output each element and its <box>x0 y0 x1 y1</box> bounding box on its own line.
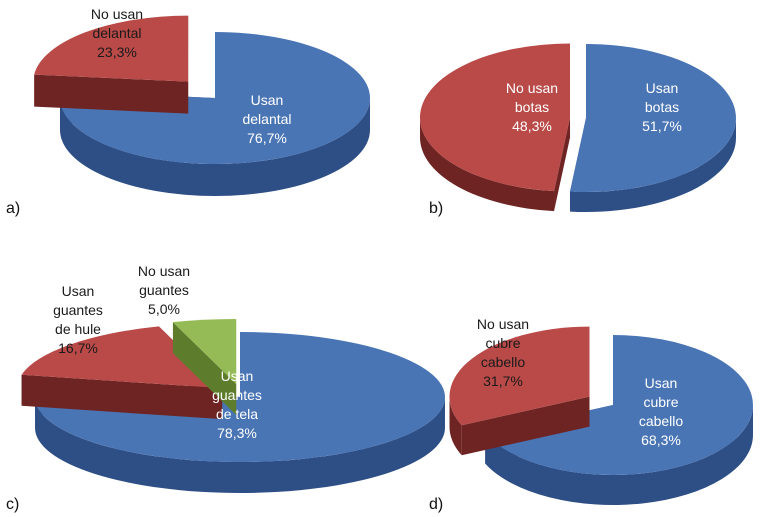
pie-chart-d: Usan cubre cabello 68,3% No usan cubre cabello… <box>449 316 753 506</box>
slice-label-line: de hule <box>55 321 101 337</box>
slice-label-line: de tela <box>216 406 258 422</box>
slice-label-line: No usan <box>506 80 558 96</box>
slice-label-line: delantal <box>242 111 291 127</box>
slice-label-1: No usan botas 48,3% <box>506 80 558 134</box>
slice-label-line: No usan <box>91 6 143 22</box>
slice-label-line: Usan <box>646 80 679 96</box>
pie-slice-1 <box>34 15 189 114</box>
slice-label-line: 51,7% <box>642 118 682 134</box>
slice-label-2: No usan guantes 5,0% <box>138 263 190 317</box>
slice-label-line: delantal <box>92 25 141 41</box>
pie-slice-wall <box>554 117 571 212</box>
pie-slice-rim <box>35 397 445 493</box>
slice-label-line: Usan <box>251 92 284 108</box>
pie-slice-wall <box>34 74 189 114</box>
slice-label-line: cabello <box>639 413 684 429</box>
pie-slice-1 <box>449 326 590 456</box>
slice-label-line: botas <box>645 99 679 115</box>
panel-label-d: d) <box>429 496 443 513</box>
pie-chart-b: Usan botas 51,7% No usan botas 48,3% <box>419 43 736 213</box>
pie-slice-top <box>419 43 571 192</box>
panel-label-a: a) <box>6 200 20 217</box>
slice-label-line: Usan <box>221 368 254 384</box>
pie-slice-top <box>485 335 753 475</box>
slice-label-line: No usan <box>477 316 529 332</box>
slice-label-line: 68,3% <box>641 432 681 448</box>
pie-slice-top <box>34 332 445 462</box>
pie-slice-rim <box>570 118 736 213</box>
pie-slice-top <box>21 326 223 389</box>
pie-slice-top <box>59 32 370 164</box>
pie-slice-0 <box>570 44 736 213</box>
pie-slice-top <box>34 15 189 82</box>
slice-label-1: No usan cubre cabello 31,7% <box>477 316 529 389</box>
slice-label-line: cubre <box>643 394 678 410</box>
slice-label-1: Usan guantes de hule 16,7% <box>53 283 103 356</box>
slice-label-1: No usan delantal 23,3% <box>91 6 143 60</box>
slice-label-line: botas <box>515 99 549 115</box>
pie-slice-wall <box>461 396 590 456</box>
slice-label-line: cabello <box>481 354 526 370</box>
pie-slice-rim <box>420 117 555 212</box>
pie-slice-rim <box>60 98 370 196</box>
slice-label-line: 78,3% <box>217 425 257 441</box>
slice-label-line: 16,7% <box>58 340 98 356</box>
slice-label-line: Usan <box>62 283 95 299</box>
slice-label-line: Usan <box>645 375 678 391</box>
slice-label-line: No usan <box>138 263 190 279</box>
slice-label-line: 76,7% <box>247 130 287 146</box>
slice-label-line: 5,0% <box>148 301 180 317</box>
pie-slice-rim <box>485 405 753 506</box>
slice-label-line: guantes <box>139 282 189 298</box>
pie-slice-2 <box>172 318 237 415</box>
pie-slice-top <box>449 326 590 426</box>
pie-chart-a: Usan delantal 76,7% No usan delantal 23,3% <box>34 6 370 196</box>
panel-label-b: b) <box>429 200 443 217</box>
panel-label-c: c) <box>6 496 19 513</box>
slice-label-line: guantes <box>53 302 103 318</box>
pie-slice-wall <box>172 322 237 415</box>
slice-label-line: cubre <box>485 335 520 351</box>
pie-slice-top <box>570 44 736 193</box>
pie-slice-1 <box>419 43 571 212</box>
slice-label-line: 31,7% <box>483 373 523 389</box>
slice-label-line: 23,3% <box>97 44 137 60</box>
slice-label-0: Usan botas 51,7% <box>642 80 682 134</box>
slice-label-line: 48,3% <box>512 118 552 134</box>
slice-label-0: Usan delantal 76,7% <box>242 92 291 146</box>
pie-slice-top <box>172 318 237 384</box>
pie-chart-c: Usan guantes de tela 78,3% Usan guantes de hul… <box>21 263 445 493</box>
slice-label-0: Usan guantes de tela 78,3% <box>212 368 262 441</box>
pie-slice-wall <box>21 374 223 420</box>
slice-label-line: guantes <box>212 387 262 403</box>
pie-slice-rim <box>449 396 462 456</box>
slice-label-0: Usan cubre cabello 68,3% <box>639 375 684 448</box>
